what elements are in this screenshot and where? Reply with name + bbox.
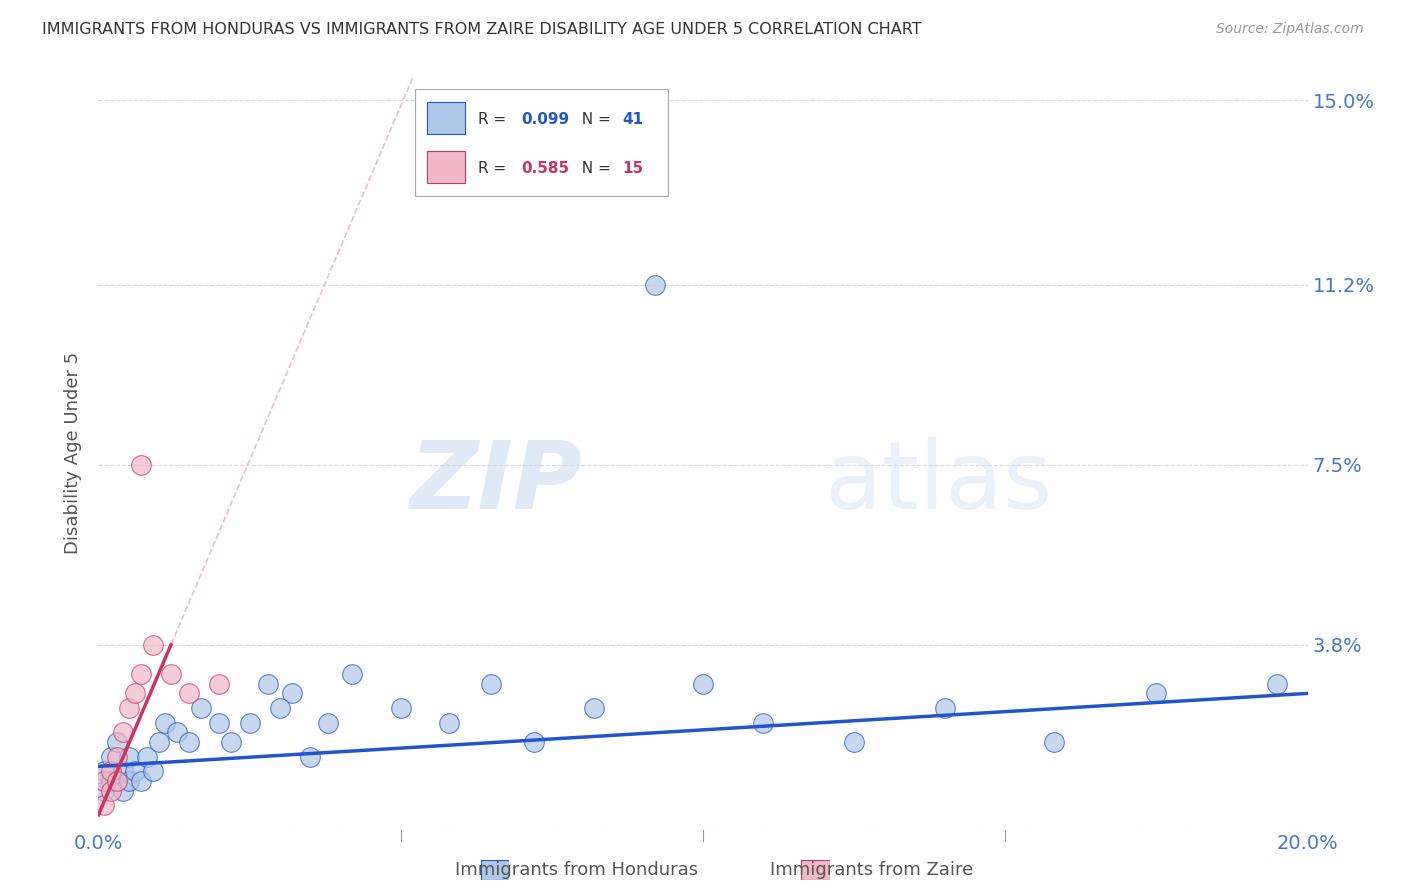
Point — [124, 686, 146, 700]
Point — [118, 701, 141, 715]
Point — [644, 277, 666, 292]
Point — [118, 773, 141, 788]
Y-axis label: Disability Age Under 5: Disability Age Under 5 — [65, 351, 83, 554]
Text: R =: R = — [478, 112, 512, 127]
Point — [934, 701, 956, 715]
Point — [437, 715, 460, 730]
Point — [148, 735, 170, 749]
Point — [105, 773, 128, 788]
Point — [105, 735, 128, 749]
Point — [239, 715, 262, 730]
Point — [179, 686, 201, 700]
Point — [129, 667, 152, 681]
Text: atlas: atlas — [824, 437, 1052, 529]
Point — [100, 749, 122, 764]
Text: R =: R = — [478, 161, 512, 176]
Point — [160, 667, 183, 681]
Point — [111, 783, 134, 797]
Point — [142, 764, 165, 779]
Point — [844, 735, 866, 749]
Point — [208, 715, 231, 730]
Point — [93, 773, 115, 788]
Text: 0.099: 0.099 — [522, 112, 569, 127]
Point — [118, 749, 141, 764]
Point — [752, 715, 775, 730]
Point — [481, 676, 503, 690]
Text: 41: 41 — [623, 112, 644, 127]
Point — [111, 764, 134, 779]
Point — [179, 735, 201, 749]
Point — [111, 725, 134, 739]
Point — [1267, 676, 1289, 690]
Point — [342, 667, 364, 681]
Point — [93, 798, 115, 813]
Point — [105, 773, 128, 788]
Point — [190, 701, 212, 715]
Point — [256, 676, 278, 690]
Point — [692, 676, 714, 690]
Point — [129, 458, 152, 472]
Text: 0.585: 0.585 — [522, 161, 569, 176]
Text: Immigrants from Honduras: Immigrants from Honduras — [456, 861, 697, 879]
Point — [389, 701, 412, 715]
Text: 15: 15 — [623, 161, 644, 176]
Point — [299, 749, 322, 764]
Point — [316, 715, 339, 730]
Bar — [427, 102, 465, 134]
Point — [100, 773, 122, 788]
Point — [166, 725, 188, 739]
Point — [124, 764, 146, 779]
Point — [93, 764, 115, 779]
Point — [100, 783, 122, 797]
Text: Immigrants from Zaire: Immigrants from Zaire — [770, 861, 973, 879]
Bar — [427, 152, 465, 184]
Point — [142, 638, 165, 652]
Point — [129, 773, 152, 788]
Text: N =: N = — [572, 161, 616, 176]
Point — [208, 676, 231, 690]
Point — [105, 749, 128, 764]
Point — [221, 735, 243, 749]
Text: N =: N = — [572, 112, 616, 127]
Point — [269, 701, 291, 715]
Point — [523, 735, 546, 749]
Text: ZIP: ZIP — [409, 437, 582, 529]
Point — [153, 715, 176, 730]
Point — [100, 764, 122, 779]
Text: IMMIGRANTS FROM HONDURAS VS IMMIGRANTS FROM ZAIRE DISABILITY AGE UNDER 5 CORRELA: IMMIGRANTS FROM HONDURAS VS IMMIGRANTS F… — [42, 22, 922, 37]
Point — [135, 749, 157, 764]
Text: Source: ZipAtlas.com: Source: ZipAtlas.com — [1216, 22, 1364, 37]
Point — [1042, 735, 1064, 749]
Point — [1144, 686, 1167, 700]
Point — [583, 701, 606, 715]
Point — [281, 686, 304, 700]
Point — [93, 783, 115, 797]
